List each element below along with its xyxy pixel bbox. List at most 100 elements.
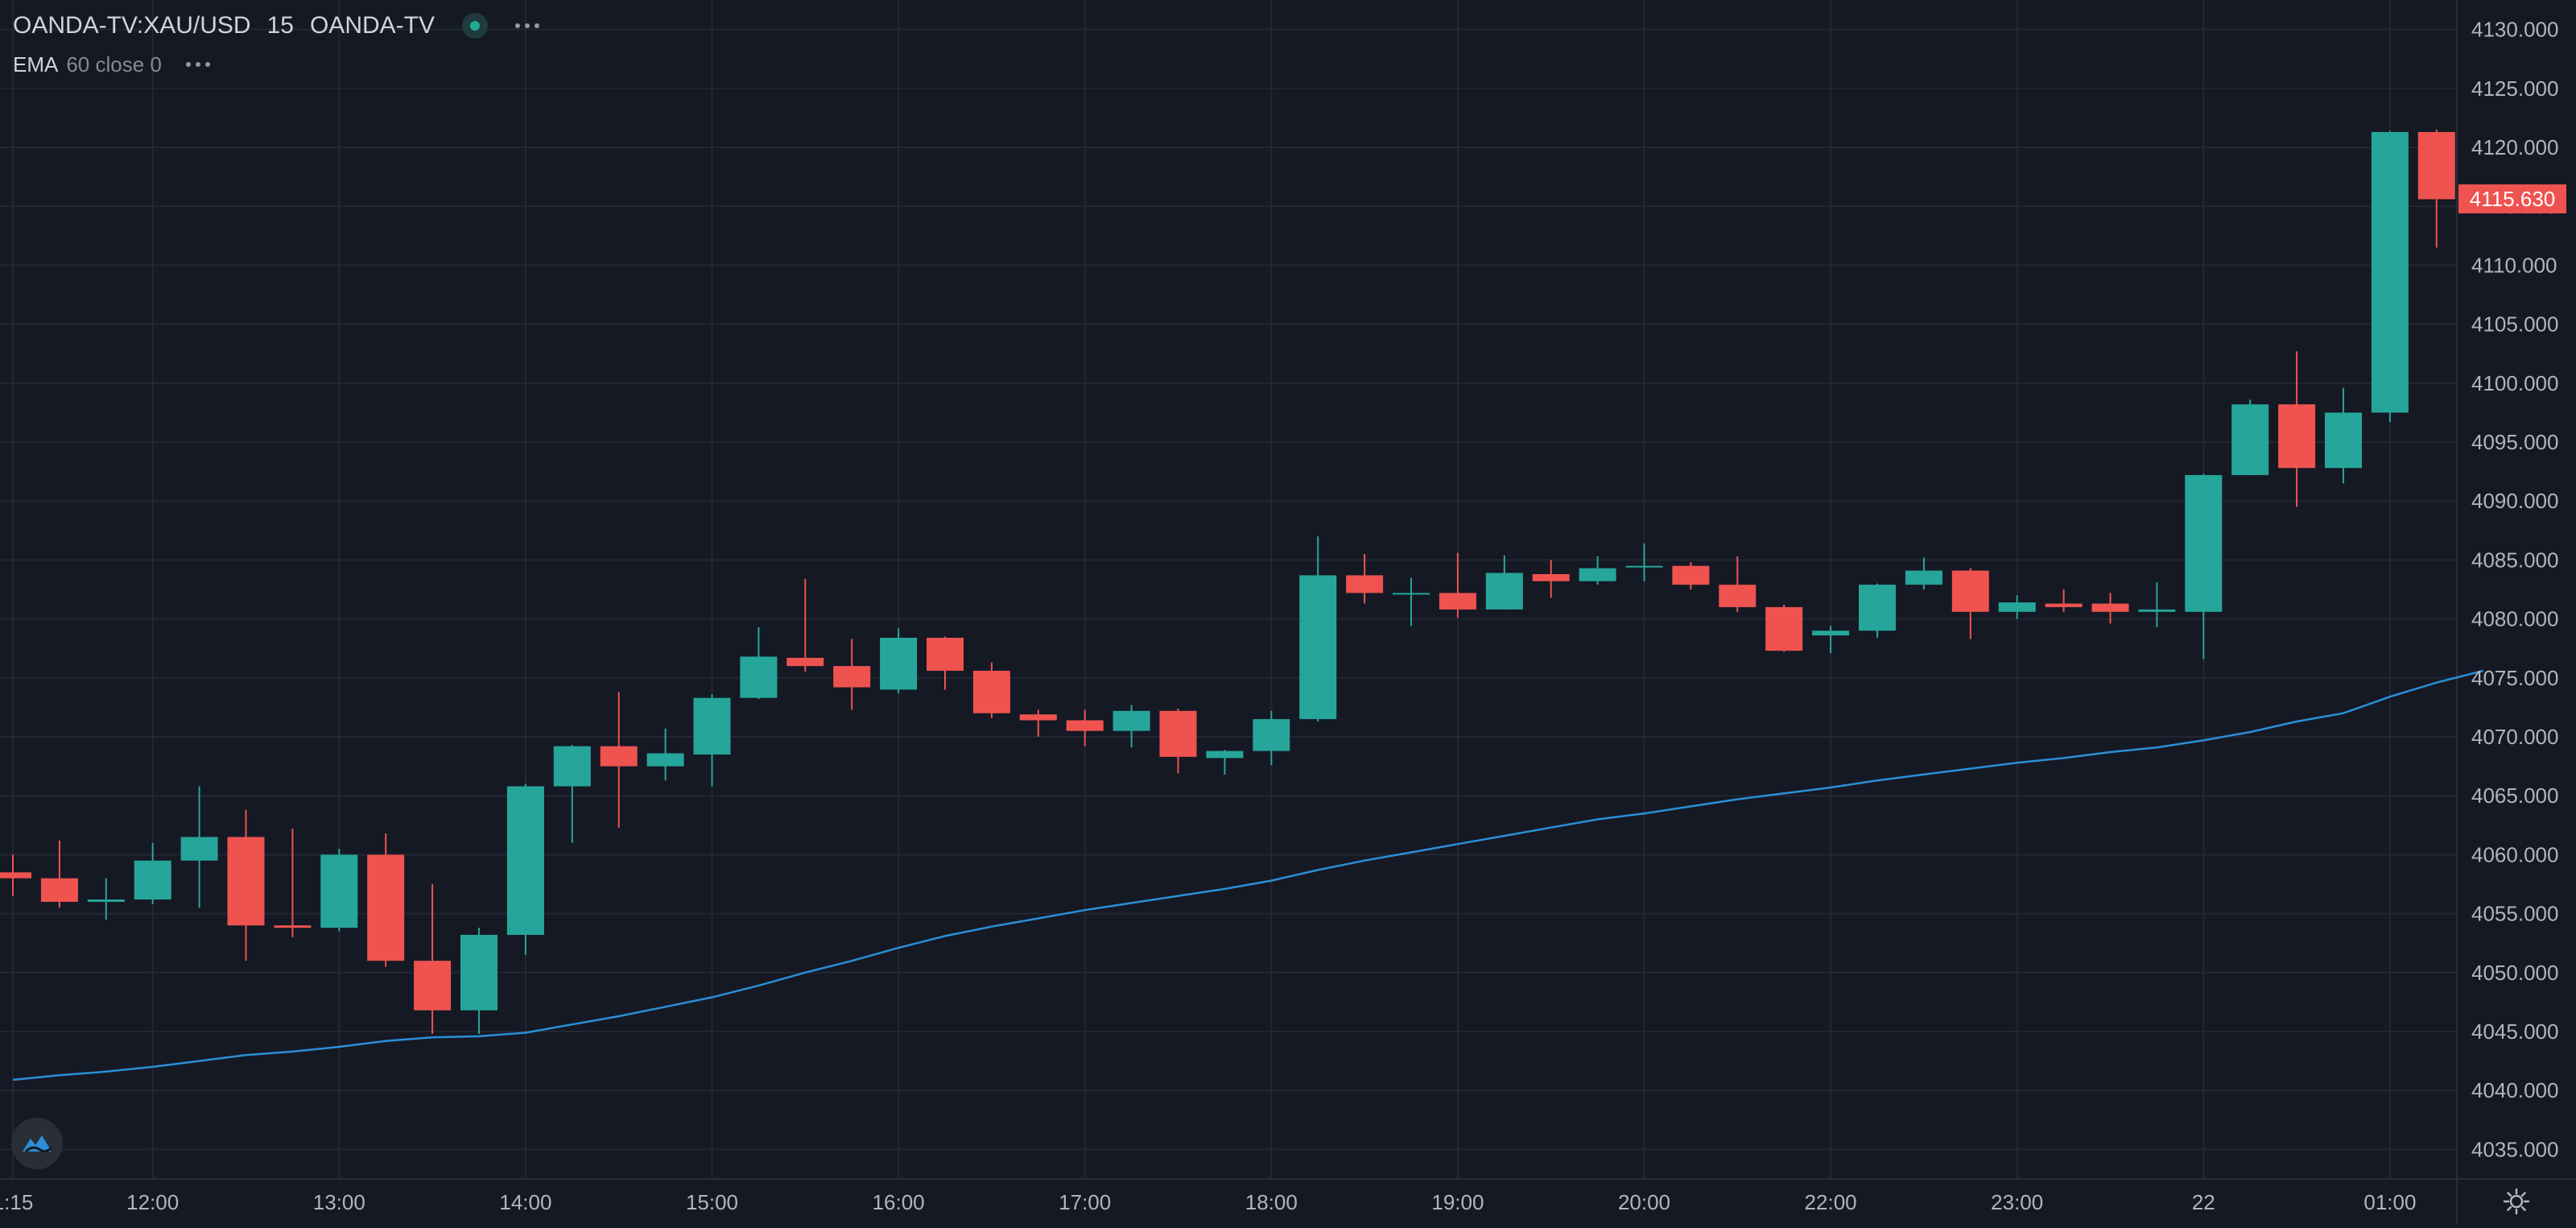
more-options-icon[interactable] (514, 23, 539, 28)
candle-body (1998, 602, 2036, 612)
candle-body (367, 854, 405, 961)
x-tick-label: 12:00 (126, 1190, 179, 1214)
candle (414, 884, 452, 1034)
x-tick-label: 22 (2192, 1190, 2215, 1214)
candle-body (180, 837, 218, 861)
y-tick-label: 4085.000 (2471, 548, 2558, 572)
ema-line (12, 669, 2484, 1081)
x-tick-label: 19:00 (1431, 1190, 1484, 1214)
candle (367, 833, 405, 967)
candle-body (740, 656, 778, 698)
candle (2371, 130, 2409, 423)
x-tick-label: 17:00 (1059, 1190, 1111, 1214)
candle (1066, 709, 1104, 746)
y-tick-label: 4035.000 (2471, 1137, 2558, 1161)
grid (0, 0, 2457, 1179)
candle (1439, 552, 1476, 618)
indicator-name[interactable]: EMA (13, 52, 59, 76)
x-tick-label: 16:00 (873, 1190, 925, 1214)
candle (1672, 562, 1710, 589)
candle-body (1113, 710, 1150, 731)
candle-body (1485, 573, 1523, 610)
candle-body (414, 961, 452, 1011)
candle-body (600, 746, 638, 767)
candle-body (274, 925, 312, 928)
candle (740, 626, 778, 700)
candle (646, 728, 684, 781)
candle-body (2138, 609, 2176, 612)
candle (1579, 556, 1616, 585)
candle (274, 829, 312, 937)
candle-body (0, 872, 31, 879)
time-axis[interactable]: 1:15 12:00 13:00 14:00 15:00 16:00 17:00 18:00 1… (0, 1190, 2416, 1214)
candle-body (1579, 568, 1616, 581)
candle (1625, 543, 1663, 581)
candle (1019, 709, 1057, 737)
x-tick-label: 22:00 (1805, 1190, 1857, 1214)
x-tick-label: 1:15 (0, 1190, 33, 1214)
candle-body (553, 746, 591, 787)
candle-body (2185, 474, 2223, 612)
candle (880, 628, 918, 693)
interval-label[interactable]: 15 (266, 12, 294, 39)
candle (2231, 399, 2269, 475)
ema-layer (12, 669, 2484, 1081)
candle (2278, 351, 2316, 507)
x-tick-label: 23:00 (1991, 1190, 2043, 1214)
candle (320, 849, 358, 932)
y-tick-label: 4040.000 (2471, 1078, 2558, 1102)
candle (0, 854, 31, 896)
y-tick-label: 4075.000 (2471, 666, 2558, 690)
symbol-legend[interactable]: OANDA-TV:XAU/USD 15 OANDA-TV (13, 10, 539, 42)
x-tick-label: 20:00 (1618, 1190, 1670, 1214)
candle (1206, 750, 1244, 775)
symbol-name[interactable]: OANDA-TV:XAU/USD (13, 12, 251, 39)
candle (227, 809, 265, 961)
candle (1485, 555, 1523, 610)
candle (1812, 626, 1850, 654)
candle-body (1393, 593, 1430, 595)
candle-body (1299, 575, 1337, 720)
indicator-more-icon[interactable] (185, 62, 210, 67)
candle-body (2045, 603, 2083, 607)
candle-body (1859, 585, 1896, 631)
candle (1159, 708, 1197, 774)
candle (693, 694, 731, 787)
candle (927, 636, 964, 690)
candle-body (320, 854, 358, 928)
tradingview-logo-icon[interactable] (11, 1118, 63, 1169)
candle (1346, 554, 1384, 604)
candle (2091, 593, 2129, 624)
y-tick-label: 4095.000 (2471, 430, 2558, 454)
last-price-bg (2458, 184, 2566, 213)
y-tick-label: 4100.000 (2471, 371, 2558, 395)
candle (1299, 536, 1337, 722)
candle (2417, 130, 2455, 248)
x-tick-label: 18:00 (1245, 1190, 1298, 1214)
candle-body (972, 671, 1010, 713)
candle-body (1066, 720, 1104, 731)
candle-body (1625, 565, 1663, 568)
candle-body (1159, 710, 1197, 757)
candle (1951, 568, 1989, 639)
candle-body (40, 878, 78, 902)
market-status-icon[interactable] (459, 10, 491, 42)
candle-body (1905, 570, 1942, 585)
indicator-legend[interactable]: EMA 60 close 0 (13, 50, 210, 79)
y-tick-label: 4050.000 (2471, 961, 2558, 985)
gear-icon[interactable] (2502, 1187, 2531, 1216)
candle (1998, 595, 2036, 619)
candle-body (786, 657, 824, 667)
y-tick-label: 4070.000 (2471, 725, 2558, 749)
last-price-label: 4115.630 (2458, 184, 2566, 213)
candle-body (1206, 750, 1244, 759)
candle-body (2091, 603, 2129, 612)
candle-body (1812, 631, 1850, 636)
candle-body (2231, 404, 2269, 475)
candle (2138, 582, 2176, 627)
y-tick-label: 4065.000 (2471, 784, 2558, 808)
candle-body (880, 638, 918, 690)
